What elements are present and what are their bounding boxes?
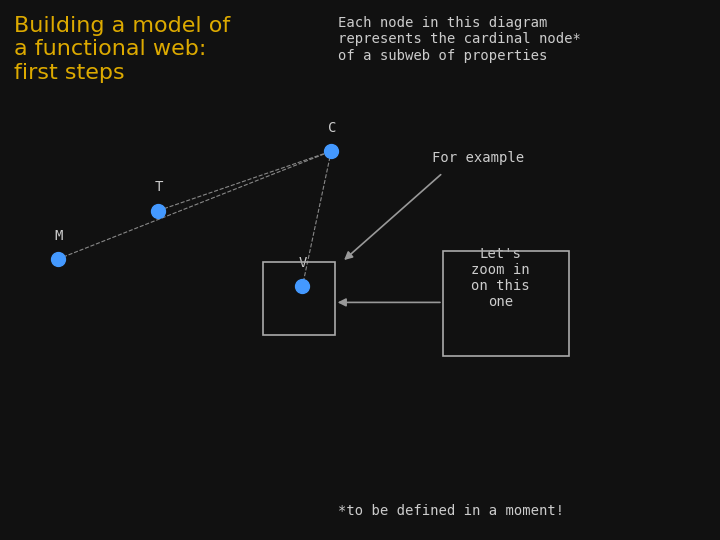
Text: *to be defined in a moment!: *to be defined in a moment!: [338, 504, 564, 518]
Point: [297, 282, 308, 291]
Text: V: V: [299, 256, 307, 270]
Point: [52, 255, 63, 264]
Text: Each node in this diagram
represents the cardinal node*
of a subweb of propertie: Each node in this diagram represents the…: [338, 16, 581, 63]
Text: Building a model of
a functional web:
first steps: Building a model of a functional web: fi…: [14, 16, 230, 83]
Text: Let's
zoom in
on this
one: Let's zoom in on this one: [471, 247, 530, 309]
Text: For example: For example: [432, 151, 524, 165]
Text: M: M: [54, 229, 63, 243]
Point: [325, 147, 337, 156]
Point: [153, 206, 164, 215]
Bar: [443, 251, 569, 356]
Text: T: T: [155, 180, 163, 194]
Text: C: C: [328, 121, 336, 135]
Bar: [263, 262, 335, 335]
